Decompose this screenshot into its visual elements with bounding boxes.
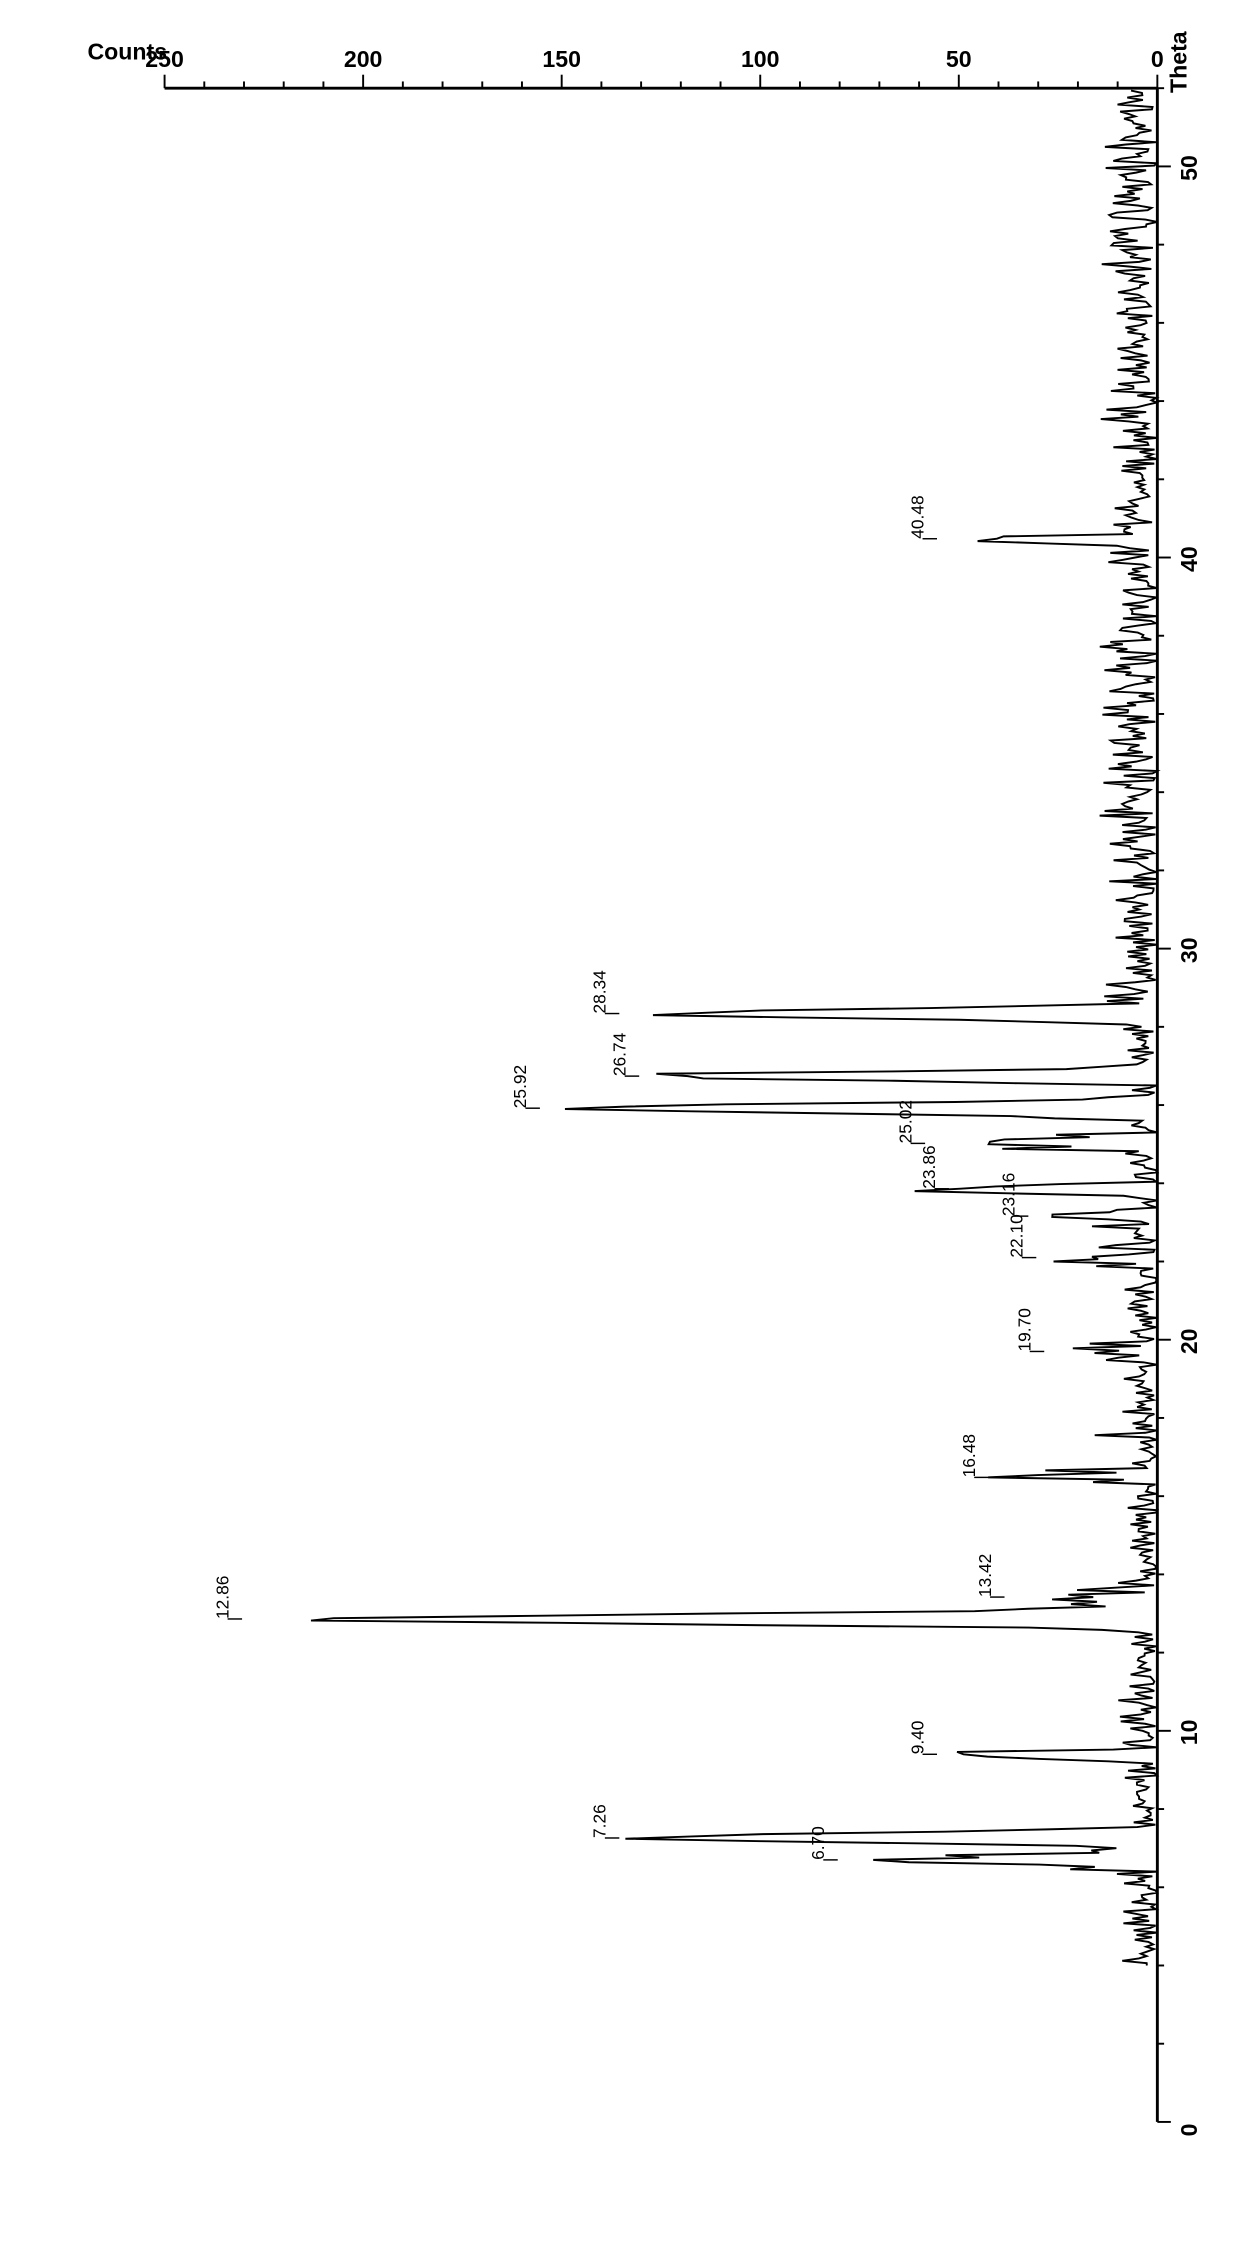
peak-label: 22.10 — [1007, 1214, 1027, 1257]
peak-label: 23.86 — [919, 1145, 939, 1188]
peak-label: 7.26 — [590, 1804, 610, 1838]
peak-label: 9.40 — [907, 1721, 927, 1755]
theta-tick-label: 50 — [1176, 155, 1202, 181]
counts-tick-label: 150 — [542, 46, 581, 72]
peak-label: 13.42 — [975, 1554, 995, 1597]
peak-label: 26.74 — [609, 1032, 629, 1076]
peak-label: 6.70 — [808, 1826, 828, 1860]
chart-svg: 05010015020025001020304050CountsTheta6.7… — [20, 20, 1220, 2220]
peak-label: 19.70 — [1014, 1308, 1034, 1351]
counts-axis-label: Counts — [87, 38, 167, 64]
diffraction-trace — [311, 91, 1157, 1966]
peak-label: 12.86 — [212, 1576, 232, 1619]
theta-axis-label: Theta — [1165, 30, 1191, 93]
theta-tick-label: 30 — [1176, 937, 1202, 963]
counts-tick-label: 50 — [946, 46, 972, 72]
counts-tick-label: 200 — [344, 46, 383, 72]
peak-label: 25.92 — [510, 1065, 530, 1108]
peak-label: 23.16 — [999, 1173, 1019, 1216]
peak-label: 40.48 — [907, 495, 927, 538]
theta-tick-label: 10 — [1176, 1720, 1202, 1746]
counts-tick-label: 0 — [1151, 46, 1164, 72]
theta-tick-label: 40 — [1176, 546, 1202, 572]
peak-label: 28.34 — [590, 970, 610, 1014]
theta-tick-label: 20 — [1176, 1328, 1202, 1354]
xrd-chart: 05010015020025001020304050CountsTheta6.7… — [20, 20, 1220, 2220]
peak-label: 25.02 — [895, 1100, 915, 1143]
counts-tick-label: 100 — [741, 46, 780, 72]
theta-tick-label: 0 — [1176, 2124, 1202, 2137]
peak-label: 16.48 — [959, 1434, 979, 1477]
